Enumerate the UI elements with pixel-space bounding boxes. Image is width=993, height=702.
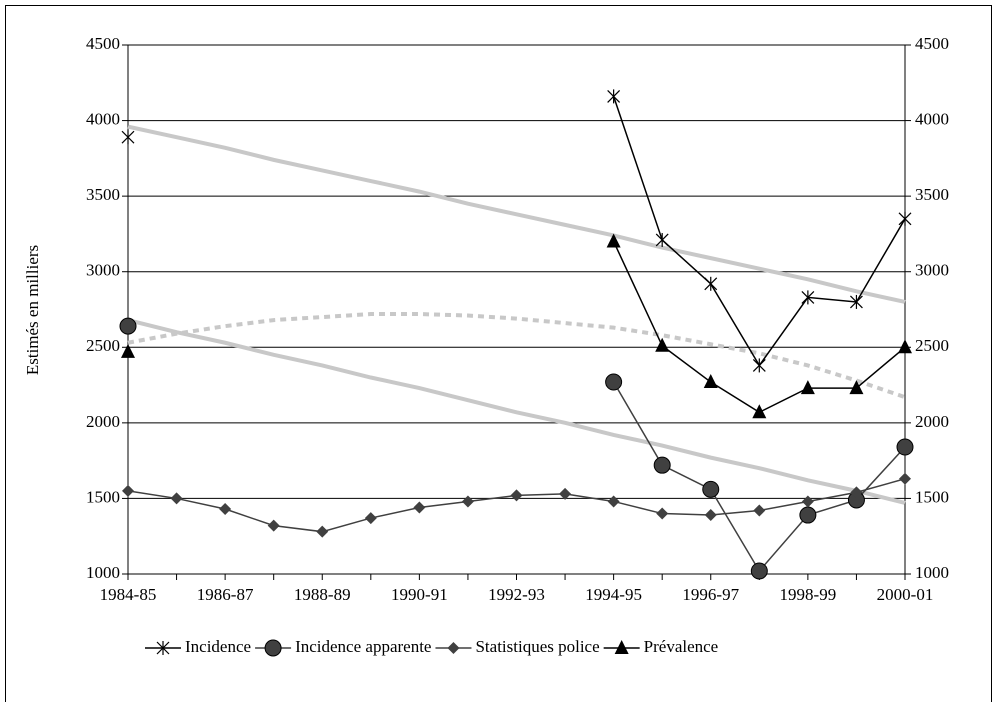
marker [461, 495, 474, 508]
y2-tick-label: 2000 [915, 412, 949, 431]
marker [121, 130, 135, 145]
marker [219, 503, 232, 516]
marker [750, 562, 768, 580]
legend-marker [614, 640, 629, 654]
marker [704, 509, 717, 522]
y2-tick-label: 1500 [915, 487, 949, 506]
x-tick-label: 1998-99 [780, 585, 837, 604]
marker [656, 507, 669, 520]
marker [753, 504, 766, 517]
trendline [127, 312, 906, 400]
marker [752, 404, 767, 419]
marker [849, 380, 864, 395]
y2-tick-label: 4500 [915, 34, 949, 53]
marker [801, 495, 814, 508]
marker [655, 337, 670, 352]
y2-tick-label: 3000 [915, 261, 949, 280]
marker [799, 506, 817, 524]
y2-tick-label: 4000 [915, 109, 949, 128]
legend-label: Incidence apparente [295, 637, 431, 656]
legend-label: Prévalence [644, 637, 719, 656]
x-tick-label: 1990-91 [391, 585, 448, 604]
x-tick-label: 1996-97 [682, 585, 739, 604]
marker [607, 495, 620, 508]
trendline [127, 124, 906, 304]
marker [121, 343, 135, 358]
marker [896, 438, 914, 456]
trendline [127, 318, 906, 505]
x-tick-label: 1992-93 [488, 585, 545, 604]
y-tick-label: 4500 [86, 34, 120, 53]
marker [316, 525, 329, 538]
marker [898, 211, 912, 226]
marker [752, 358, 766, 373]
marker [898, 339, 912, 354]
x-tick-label: 1994-95 [585, 585, 642, 604]
legend-label: Statistiques police [475, 637, 599, 656]
y-tick-label: 4000 [86, 109, 120, 128]
legend-marker [264, 639, 282, 657]
y-tick-label: 2500 [86, 336, 120, 355]
marker [653, 456, 671, 474]
marker [800, 380, 815, 395]
y-tick-label: 2000 [86, 412, 120, 431]
marker [413, 501, 426, 514]
y-axis-label: Estimés en milliers [23, 245, 42, 375]
marker [267, 519, 280, 532]
y2-tick-label: 3500 [915, 185, 949, 204]
marker [119, 317, 137, 335]
series-line [127, 478, 906, 533]
marker [559, 487, 572, 500]
x-tick-label: 1986-87 [197, 585, 254, 604]
x-tick-label: 2000-01 [877, 585, 934, 604]
x-tick-label: 1988-89 [294, 585, 351, 604]
marker [704, 276, 718, 291]
y-tick-label: 1500 [86, 487, 120, 506]
y-tick-label: 3500 [86, 185, 120, 204]
legend-marker [156, 641, 170, 655]
marker [655, 232, 669, 247]
x-tick-label: 1984-85 [100, 585, 157, 604]
marker [801, 290, 815, 305]
marker [510, 489, 523, 502]
marker [170, 492, 183, 505]
marker [364, 512, 377, 525]
frame [5, 5, 992, 702]
legend-marker [447, 642, 460, 654]
marker [703, 374, 718, 389]
legend-label: Incidence [185, 637, 251, 656]
series-line [612, 96, 906, 367]
y-tick-label: 1000 [86, 563, 120, 582]
marker [607, 89, 621, 104]
y2-tick-label: 2500 [915, 336, 949, 355]
marker [899, 472, 911, 485]
y2-tick-label: 1000 [915, 563, 949, 582]
marker [850, 486, 863, 499]
y-tick-label: 3000 [86, 261, 120, 280]
marker [605, 373, 623, 391]
marker [606, 233, 621, 248]
marker [850, 294, 863, 309]
marker [122, 484, 134, 497]
marker [702, 480, 720, 498]
